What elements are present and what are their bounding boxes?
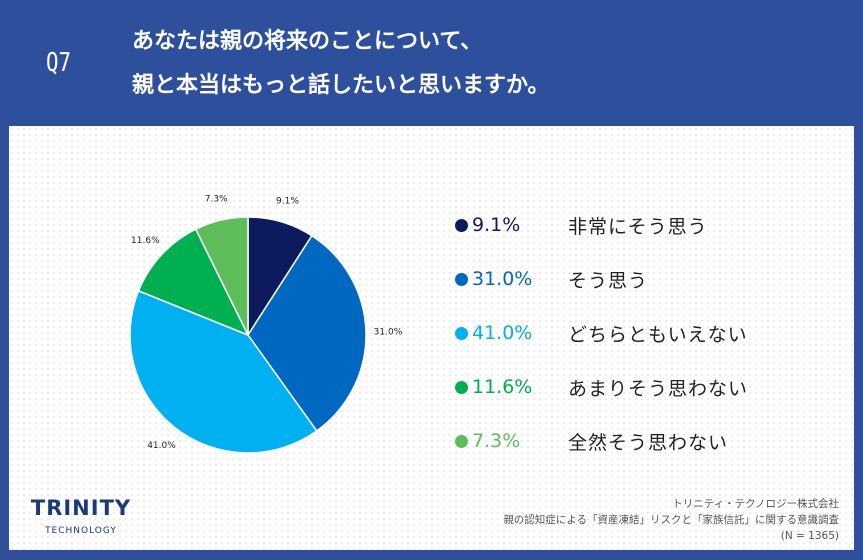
title-line-2: 親と本当はもっと話したいと思いますか。 bbox=[132, 73, 550, 98]
logo-sub: TECHNOLOGY bbox=[45, 526, 117, 536]
legend-percent: 7.3% bbox=[472, 430, 521, 452]
source-survey: 親の認知症による「資産凍結」リスクと「家族信託」に関する意識調査 bbox=[503, 514, 839, 526]
data-label: 41.0% bbox=[147, 441, 176, 451]
legend-percent: 11.6% bbox=[472, 376, 533, 398]
data-label: 7.3% bbox=[205, 195, 228, 205]
pie-slice bbox=[194, 216, 249, 336]
logo: TRINITY TECHNOLOGY bbox=[26, 496, 136, 536]
legend-label: そう思う bbox=[568, 269, 649, 292]
legend-marker bbox=[455, 434, 468, 448]
legend-label: 非常にそう思う bbox=[568, 215, 708, 238]
legend-label: あまりそう思わない bbox=[568, 377, 749, 400]
title-line-1: あなたは親の将来のことについて、 bbox=[132, 29, 483, 54]
legend: 9.1% 非常にそう思う 31.0% そう思う 41.0% どちらともいえない 11.6% あ… bbox=[455, 198, 748, 468]
legend-item: 41.0% どちらともいえない bbox=[455, 306, 748, 360]
data-label: 31.0% bbox=[374, 327, 403, 337]
data-label: 11.6% bbox=[131, 236, 160, 246]
question-number: Q7 bbox=[46, 48, 72, 78]
legend-percent: 31.0% bbox=[472, 268, 533, 290]
logo-main: TRINITY bbox=[30, 496, 132, 520]
legend-marker bbox=[455, 380, 468, 394]
pie-slice bbox=[137, 228, 250, 337]
legend-item: 11.6% あまりそう思わない bbox=[455, 360, 748, 414]
legend-label: 全然そう思わない bbox=[568, 431, 729, 454]
data-label: 9.1% bbox=[276, 197, 299, 207]
source-company: トリニティ・テクノロジー株式会社 bbox=[672, 498, 839, 510]
legend-percent: 9.1% bbox=[472, 214, 521, 236]
source-sample-size: (N = 1365) bbox=[780, 530, 839, 542]
legend-marker bbox=[455, 218, 468, 232]
legend-label: どちらともいえない bbox=[568, 323, 748, 346]
pie-slice bbox=[247, 234, 367, 432]
legend-item: 9.1% 非常にそう思う bbox=[455, 198, 748, 252]
legend-item: 31.0% そう思う bbox=[455, 252, 748, 306]
legend-item: 7.3% 全然そう思わない bbox=[455, 414, 748, 468]
pie-slice bbox=[129, 289, 318, 454]
source-note: トリニティ・テクノロジー株式会社 親の認知症による「資産凍結」リスクと「家族信託… bbox=[503, 496, 839, 544]
legend-marker bbox=[455, 326, 468, 340]
legend-marker bbox=[455, 272, 468, 286]
page-title: あなたは親の将来のことについて、 親と本当はもっと話したいと思いますか。 bbox=[132, 20, 550, 108]
legend-percent: 41.0% bbox=[472, 322, 533, 344]
